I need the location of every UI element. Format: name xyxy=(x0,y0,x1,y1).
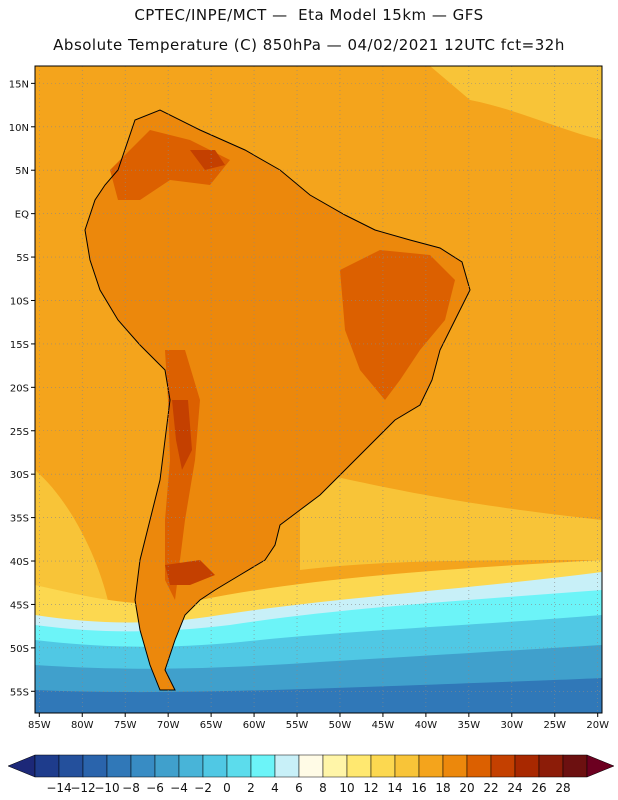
colorbar-swatch xyxy=(226,754,252,778)
lat-label: 45S xyxy=(10,600,29,611)
lon-label: 70W xyxy=(157,720,180,731)
hot-patch-north xyxy=(110,130,230,200)
colorbar-label: 2 xyxy=(247,781,255,795)
map-title-line-1: CPTEC/INPE/MCT — Eta Model 15km — GFS xyxy=(134,6,484,24)
longitude-labels: 85W 80W 75W 70W 65W 60W 55W 50W 45W 40W 35W 30W 25W 2… xyxy=(28,713,609,731)
colorbar-swatch xyxy=(82,754,108,778)
lat-label: 50S xyxy=(10,644,29,655)
colorbar-swatch xyxy=(130,754,156,778)
lat-label: 15N xyxy=(9,79,29,90)
colorbar-swatch xyxy=(346,754,372,778)
coastline xyxy=(84,109,471,691)
colorbar-swatch xyxy=(58,754,84,778)
map-frame xyxy=(34,65,603,714)
lon-label: 20W xyxy=(586,720,609,731)
lon-label: 45W xyxy=(372,720,395,731)
lat-label: 10S xyxy=(10,296,29,307)
colorbar-swatch xyxy=(514,754,540,778)
colorbar-swatch xyxy=(106,754,132,778)
ocean-band-light xyxy=(430,66,602,140)
colorbar-swatch xyxy=(178,754,204,778)
colorbar-swatch xyxy=(250,754,276,778)
lat-label: 20S xyxy=(10,383,29,394)
hotter-patch-patagonia xyxy=(165,560,215,585)
colorbar-label: 24 xyxy=(507,781,522,795)
colorbar: −14−12−10 −8 −6 −4 −2 0 2 4 6 8 10 12 14 16 18 20 22 24 26… xyxy=(7,754,615,795)
colorbar-label: 10 xyxy=(339,781,354,795)
colorbar-swatch xyxy=(418,754,444,778)
lon-label: 50W xyxy=(329,720,352,731)
lon-label: 80W xyxy=(71,720,94,731)
map-title-line-2: Absolute Temperature (C) 850hPa — 04/02/… xyxy=(53,36,565,54)
graticule xyxy=(35,66,602,713)
colorbar-label: 16 xyxy=(411,781,426,795)
pacific-band-light xyxy=(35,470,110,620)
lat-label: 30S xyxy=(10,470,29,481)
lon-label: 60W xyxy=(243,720,266,731)
colorbar-swatch xyxy=(466,754,492,778)
colorbar-swatch xyxy=(370,754,396,778)
colorbar-label: −6 xyxy=(146,781,164,795)
colorbar-label: 8 xyxy=(319,781,327,795)
atlantic-south-band xyxy=(300,470,602,570)
colorbar-swatch xyxy=(562,754,588,778)
lat-label: 35S xyxy=(10,514,29,525)
lat-label: 5S xyxy=(16,253,29,264)
colorbar-label: 22 xyxy=(483,781,498,795)
colorbar-swatch xyxy=(538,754,564,778)
lon-label: 30W xyxy=(500,720,523,731)
lon-label: 40W xyxy=(415,720,438,731)
colorbar-label: −14 xyxy=(46,781,71,795)
colorbar-swatch xyxy=(442,754,468,778)
colorbar-label: 26 xyxy=(531,781,546,795)
lon-label: 65W xyxy=(200,720,223,731)
colorbar-label: 28 xyxy=(555,781,570,795)
colorbar-label: 20 xyxy=(459,781,474,795)
lat-label: 15S xyxy=(10,340,29,351)
lat-label: 40S xyxy=(10,557,29,568)
colorbar-label: 18 xyxy=(435,781,450,795)
colorbar-swatch xyxy=(490,754,516,778)
lat-label: 5N xyxy=(15,166,29,177)
colorbar-under-arrow xyxy=(7,754,36,778)
colorbar-swatch xyxy=(154,754,180,778)
map-plot-area xyxy=(35,66,602,713)
lat-label: EQ xyxy=(15,210,29,221)
colorbar-label: 12 xyxy=(363,781,378,795)
colorbar-label: 6 xyxy=(295,781,303,795)
lon-label: 25W xyxy=(543,720,566,731)
colorbar-label: 4 xyxy=(271,781,279,795)
colorbar-label: −10 xyxy=(94,781,119,795)
colorbar-swatch xyxy=(202,754,228,778)
lat-label: 10N xyxy=(9,123,29,134)
colorbar-label: 0 xyxy=(223,781,231,795)
lat-label: 55S xyxy=(10,687,29,698)
hotter-patch-andes xyxy=(172,400,192,470)
colorbar-swatch xyxy=(298,754,324,778)
colorbar-label: −8 xyxy=(122,781,140,795)
colorbar-label: 14 xyxy=(387,781,402,795)
hotter-patch-north xyxy=(190,150,225,170)
colorbar-swatch xyxy=(34,754,60,778)
colorbar-swatch xyxy=(322,754,348,778)
colorbar-swatch xyxy=(394,754,420,778)
lon-label: 55W xyxy=(286,720,309,731)
colorbar-label: −2 xyxy=(194,781,212,795)
latitude-labels: 15N 10N 5N EQ 5S 10S 15S 20S 25S 30S 35S 40S 45S 50S 5… xyxy=(9,79,35,698)
lon-label: 75W xyxy=(114,720,137,731)
colorbar-over-arrow xyxy=(586,754,615,778)
lon-label: 85W xyxy=(28,720,51,731)
hot-patch-ne-brazil xyxy=(340,250,455,400)
colorbar-label: −12 xyxy=(70,781,95,795)
cold-band-5 xyxy=(35,678,602,713)
lon-label: 35W xyxy=(458,720,481,731)
colorbar-label: −4 xyxy=(170,781,188,795)
lat-label: 25S xyxy=(10,427,29,438)
colorbar-swatch xyxy=(274,754,300,778)
